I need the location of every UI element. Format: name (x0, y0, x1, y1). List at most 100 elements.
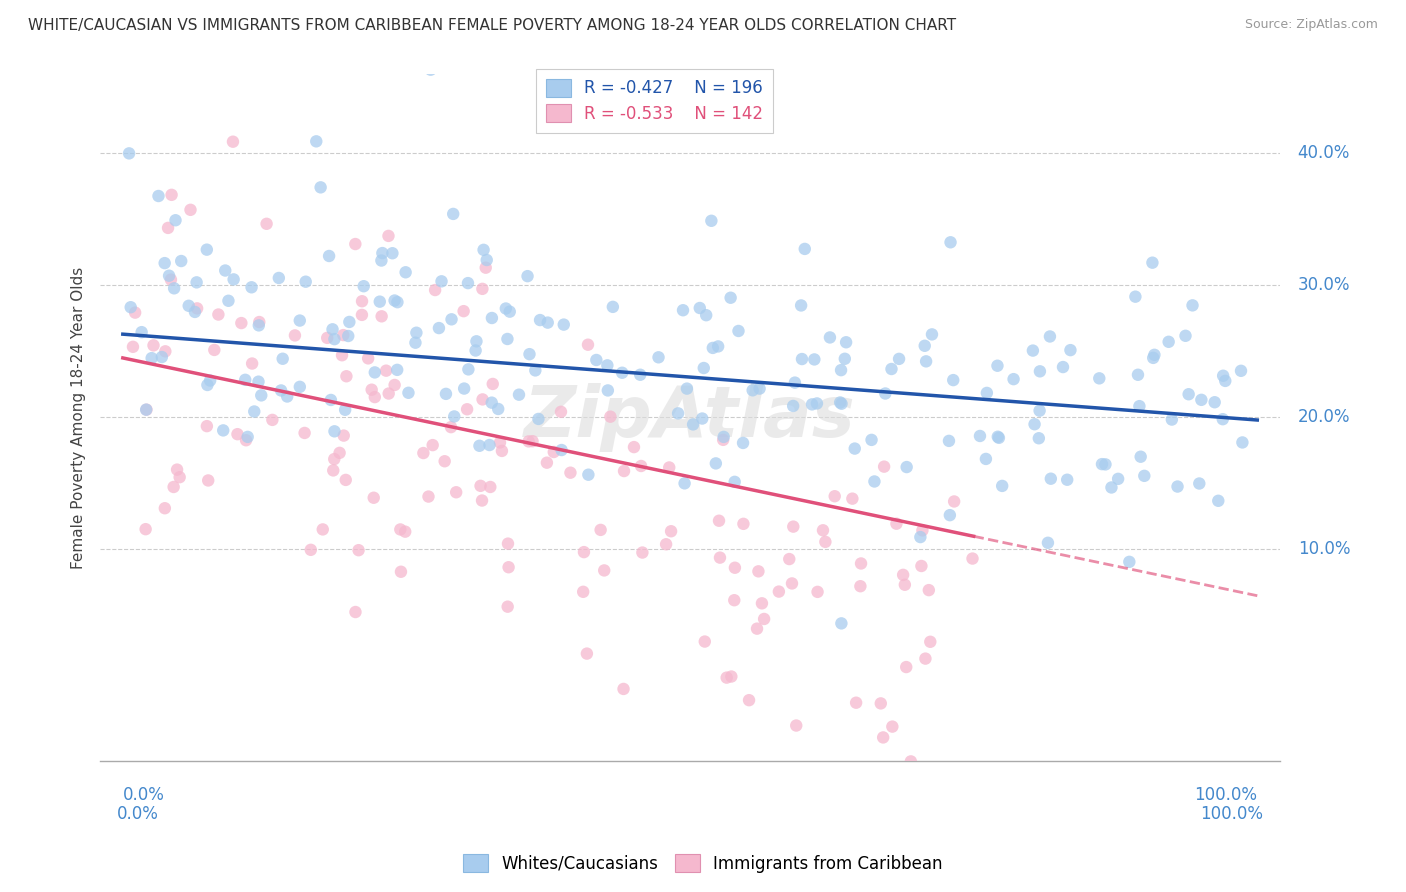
Point (849, 579, 872, 593)
Point (704, 457, 727, 471)
Point (370, 310, 392, 324)
Point (537, 316, 560, 330)
Point (177, 299, 200, 313)
Point (575, 647, 598, 661)
Point (914, 339, 936, 353)
Point (389, 565, 412, 579)
Point (240, 280, 263, 294)
Point (863, 475, 886, 489)
Point (655, 537, 678, 551)
Point (782, 399, 804, 413)
Point (207, 308, 229, 322)
Point (1189, 392, 1212, 407)
Point (891, 567, 914, 582)
Point (873, 459, 896, 474)
Point (496, 332, 519, 346)
Point (197, 474, 219, 488)
Point (498, 560, 520, 574)
Point (364, 390, 387, 404)
Point (914, 651, 936, 665)
Point (860, 433, 883, 447)
Point (942, 373, 965, 387)
Point (623, 440, 645, 454)
Point (337, 329, 360, 343)
Point (481, 311, 503, 326)
Point (347, 543, 370, 558)
Point (910, 530, 932, 544)
Point (222, 135, 245, 149)
Point (453, 382, 475, 396)
Point (294, 425, 316, 440)
Point (271, 351, 294, 366)
Point (135, 402, 157, 417)
Point (398, 385, 420, 400)
Point (471, 493, 494, 508)
Point (790, 298, 813, 312)
Point (613, 464, 636, 478)
Point (202, 343, 225, 357)
Point (384, 293, 406, 308)
Point (727, 324, 749, 338)
Point (247, 375, 270, 389)
Point (630, 458, 652, 473)
Point (589, 523, 612, 537)
Point (1212, 368, 1234, 383)
Point (377, 228, 399, 243)
Point (778, 552, 800, 566)
Point (818, 330, 841, 344)
Point (464, 343, 486, 358)
Point (179, 202, 201, 217)
Point (363, 491, 385, 505)
Point (153, 256, 176, 270)
Legend: R = -0.427    N = 196, R = -0.533    N = 142: R = -0.427 N = 196, R = -0.533 N = 142 (536, 69, 773, 133)
Point (481, 395, 503, 409)
Point (731, 436, 754, 450)
Point (395, 265, 418, 279)
Point (700, 214, 723, 228)
Point (350, 308, 373, 322)
Point (811, 523, 834, 537)
Point (250, 388, 273, 402)
Point (153, 501, 176, 516)
Point (900, 755, 922, 769)
Point (474, 260, 496, 275)
Point (262, 413, 284, 427)
Point (628, 368, 651, 382)
Point (1094, 458, 1116, 472)
Point (478, 438, 501, 452)
Point (276, 389, 298, 403)
Point (806, 396, 828, 410)
Point (267, 271, 290, 285)
Point (659, 524, 682, 539)
Text: 100.0%: 100.0% (1199, 805, 1263, 823)
Point (240, 357, 263, 371)
Point (939, 508, 962, 523)
Point (444, 485, 467, 500)
Point (733, 516, 755, 531)
Point (387, 295, 409, 310)
Point (440, 420, 463, 434)
Point (404, 335, 426, 350)
Point (793, 242, 815, 256)
Point (368, 294, 391, 309)
Point (519, 347, 541, 361)
Point (1167, 479, 1189, 493)
Point (323, 452, 346, 467)
Point (962, 551, 984, 566)
Point (247, 315, 270, 329)
Point (131, 325, 153, 339)
Point (270, 384, 292, 398)
Point (689, 301, 711, 315)
Point (419, 62, 441, 77)
Point (1188, 476, 1211, 491)
Point (830, 616, 852, 631)
Point (430, 274, 453, 288)
Point (322, 463, 344, 477)
Point (631, 545, 654, 559)
Point (1232, 435, 1254, 450)
Point (142, 338, 165, 352)
Point (1039, 329, 1062, 343)
Point (184, 305, 207, 319)
Point (576, 467, 599, 482)
Point (1088, 371, 1111, 385)
